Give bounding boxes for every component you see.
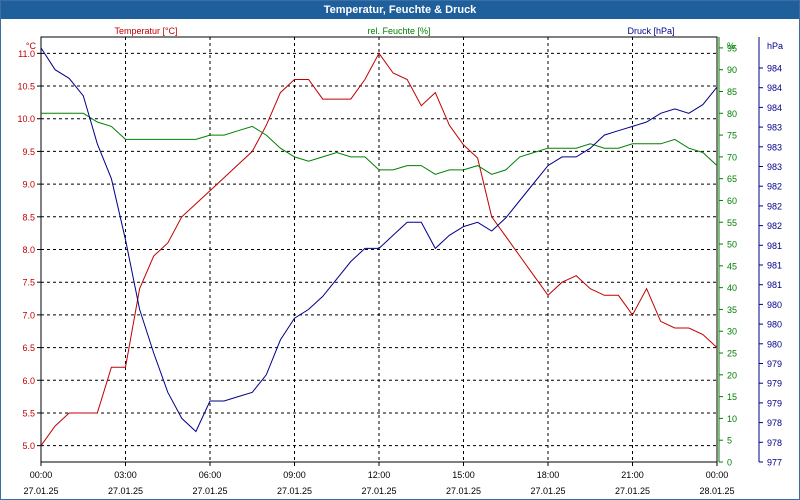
humidity-tick-label: 5 xyxy=(727,436,732,446)
temperature-tick-label: 7.5 xyxy=(22,278,35,288)
x-tick-label-time: 18:00 xyxy=(537,470,560,480)
pressure-tick-label: 979 xyxy=(767,398,782,408)
temperature-unit: °C xyxy=(26,41,37,51)
humidity-tick-label: 45 xyxy=(727,261,737,271)
x-tick-label-date: 27.01.25 xyxy=(615,486,650,496)
pressure-tick-label: 978 xyxy=(767,438,782,448)
humidity-tick-label: 35 xyxy=(727,305,737,315)
temperature-tick-label: 9.5 xyxy=(22,147,35,157)
pressure-tick-label: 981 xyxy=(767,241,782,251)
x-tick-label-time: 06:00 xyxy=(199,470,222,480)
temperature-tick-label: 8.0 xyxy=(22,245,35,255)
pressure-tick-label: 983 xyxy=(767,142,782,152)
grid xyxy=(41,37,717,462)
axis-labels: 00:00 27.01.25 03:00 27.01.25 06:00 27.01.25 0… xyxy=(17,26,783,496)
pressure-tick-label: 980 xyxy=(767,300,782,310)
humidity-tick-label: 10 xyxy=(727,414,737,424)
humidity-tick-label: 70 xyxy=(727,152,737,162)
x-tick-label-date: 27.01.25 xyxy=(192,486,227,496)
pressure-tick-label: 984 xyxy=(767,103,782,113)
x-tick-label-date: 28.01.25 xyxy=(699,486,734,496)
x-tick-label-date: 27.01.25 xyxy=(277,486,312,496)
humidity-line xyxy=(41,112,718,175)
temperature-tick-label: 5.0 xyxy=(22,441,35,451)
temperature-tick-label: 11.0 xyxy=(18,49,35,59)
humidity-tick-label: 90 xyxy=(727,65,737,75)
pressure-tick-label: 983 xyxy=(767,162,782,172)
pressure-tick-label: 982 xyxy=(767,221,782,231)
pressure-tick-label: 984 xyxy=(767,64,782,74)
pressure-tick-label: 982 xyxy=(767,201,782,211)
temperature-tick-label: 9.0 xyxy=(22,180,35,190)
x-tick-label-date: 27.01.25 xyxy=(530,486,565,496)
humidity-tick-label: 40 xyxy=(727,283,737,293)
series-legend-label: Druck [hPa] xyxy=(627,26,674,36)
temperature-tick-label: 10.0 xyxy=(17,114,35,124)
axes xyxy=(37,36,763,466)
pressure-line xyxy=(40,47,718,433)
pressure-tick-label: 978 xyxy=(767,418,782,428)
x-tick-label-time: 00:00 xyxy=(30,470,53,480)
pressure-tick-label: 980 xyxy=(767,339,782,349)
x-tick-label-date: 27.01.25 xyxy=(23,486,58,496)
temperature-tick-label: 8.5 xyxy=(22,212,35,222)
humidity-tick-label: 25 xyxy=(727,349,737,359)
series-legend-label: rel. Feuchte [%] xyxy=(367,26,430,36)
x-tick-label-time: 15:00 xyxy=(452,470,475,480)
temperature-tick-label: 7.0 xyxy=(22,310,35,320)
humidity-unit: % xyxy=(727,41,735,51)
pressure-tick-label: 984 xyxy=(767,83,782,93)
humidity-tick-label: 85 xyxy=(727,87,737,97)
pressure-tick-label: 981 xyxy=(767,261,782,271)
humidity-tick-label: 30 xyxy=(727,327,737,337)
pressure-tick-label: 979 xyxy=(767,359,782,369)
temperature-tick-label: 5.5 xyxy=(22,408,35,418)
pressure-tick-label: 982 xyxy=(767,182,782,192)
x-tick-label-date: 27.01.25 xyxy=(446,486,481,496)
humidity-tick-label: 15 xyxy=(727,392,737,402)
temperature-tick-label: 6.0 xyxy=(22,376,35,386)
pressure-tick-label: 980 xyxy=(767,320,782,330)
pressure-tick-label: 977 xyxy=(767,458,782,468)
x-tick-label-date: 27.01.25 xyxy=(361,486,396,496)
x-tick-label-time: 12:00 xyxy=(368,470,391,480)
series-lines xyxy=(40,47,718,446)
pressure-tick-label: 981 xyxy=(767,280,782,290)
pressure-unit: hPa xyxy=(767,41,783,51)
humidity-tick-label: 95 xyxy=(727,43,737,53)
pressure-tick-label: 979 xyxy=(767,379,782,389)
temperature-tick-label: 6.5 xyxy=(22,343,35,353)
x-tick-label-time: 00:00 xyxy=(706,470,729,480)
temperature-line xyxy=(40,52,718,446)
humidity-tick-label: 20 xyxy=(727,370,737,380)
chart-title: Temperatur, Feuchte & Druck xyxy=(1,1,799,19)
humidity-tick-label: 75 xyxy=(727,131,737,141)
humidity-tick-label: 60 xyxy=(727,196,737,206)
humidity-tick-label: 80 xyxy=(727,109,737,119)
x-tick-label-time: 21:00 xyxy=(621,470,644,480)
humidity-tick-label: 55 xyxy=(727,218,737,228)
humidity-tick-label: 0 xyxy=(727,458,732,468)
x-tick-label-time: 03:00 xyxy=(114,470,137,480)
x-tick-label-time: 09:00 xyxy=(283,470,306,480)
humidity-tick-label: 65 xyxy=(727,174,737,184)
x-tick-label-date: 27.01.25 xyxy=(108,486,143,496)
temperature-tick-label: 10.5 xyxy=(17,82,35,92)
series-legend-label: Temperatur [°C] xyxy=(114,26,177,36)
pressure-tick-label: 983 xyxy=(767,123,782,133)
humidity-tick-label: 50 xyxy=(727,240,737,250)
